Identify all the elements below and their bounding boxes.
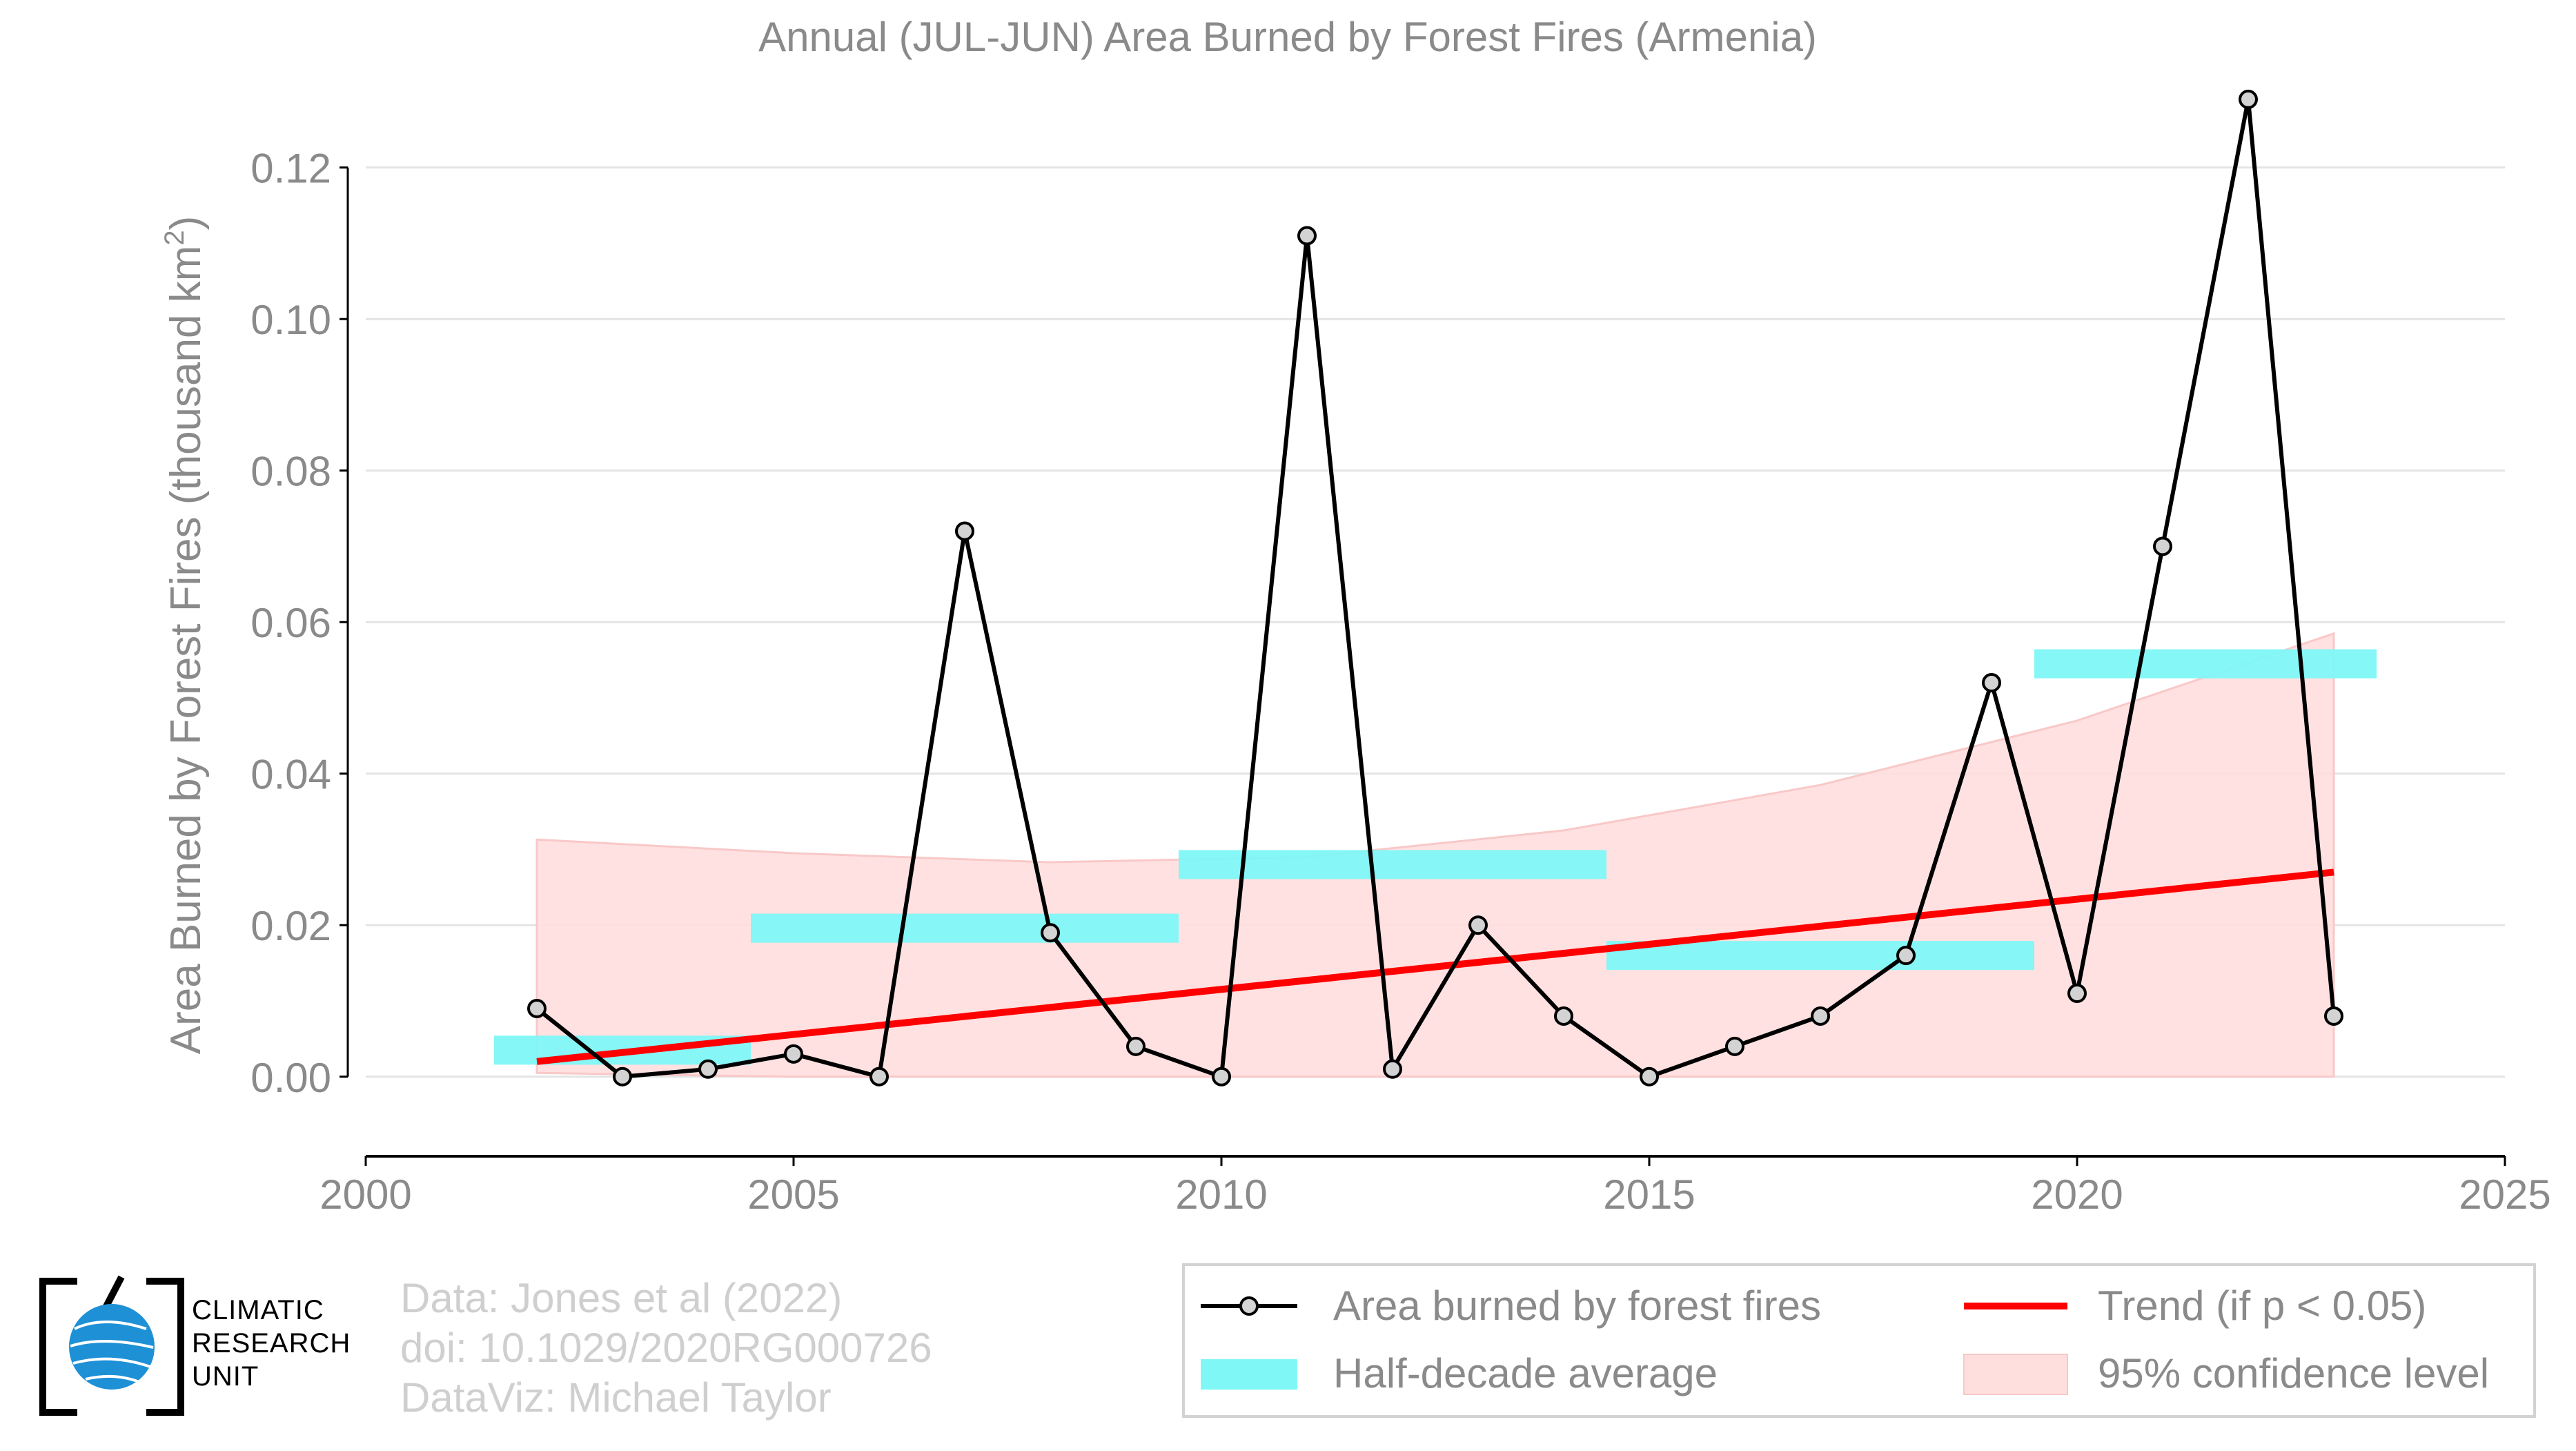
data-point (1640, 1067, 1659, 1087)
data-point (527, 998, 547, 1018)
half-decade-bar (1606, 941, 2034, 971)
y-tick-label: 0.02 (250, 903, 331, 949)
half-decade-bar (2034, 649, 2377, 679)
legend-series-label: Area burned by forest fires (1333, 1283, 1821, 1329)
legend: Area burned by forest fires Half-decade … (1182, 1263, 2536, 1418)
legend-item-half-decade: Half-decade average (1201, 1350, 1718, 1396)
x-tick-label: 2005 (747, 1171, 839, 1218)
trend-line (536, 868, 2334, 1065)
half-decade-bar (751, 913, 1179, 943)
x-tick-label: 2025 (2459, 1171, 2550, 1218)
y-axis-label: Area Burned by Forest Fires (thousand km… (159, 216, 210, 1055)
x-tick-label: 2020 (2031, 1171, 2123, 1218)
credit-dataviz: DataViz: Michael Taylor (400, 1374, 832, 1421)
y-tick-label: 0.06 (250, 600, 331, 646)
trend-layer (536, 868, 2334, 1065)
logo-text-1: CLIMATIC (192, 1295, 324, 1325)
data-point (955, 521, 974, 541)
data-point (1896, 946, 1916, 966)
data-point (2239, 89, 2258, 109)
x-tick-label: 2000 (319, 1171, 411, 1218)
axes: 0.00 0.02 0.04 0.06 0.08 0.10 0.12 2000 2005 2010… (250, 146, 2551, 1218)
data-point (2153, 536, 2172, 556)
data-point (1468, 915, 1488, 935)
data-point (698, 1059, 718, 1079)
logo-bracket-left (39, 1278, 77, 1416)
credit-data: Data: Jones et al (2022) (400, 1275, 843, 1321)
y-tick-label: 0.00 (250, 1055, 331, 1101)
legend-item-confidence: 95% confidence level (1963, 1350, 2489, 1396)
legend-item-trend: Trend (if p < 0.05) (1964, 1283, 2426, 1329)
legend-confidence-label: 95% confidence level (2098, 1350, 2489, 1396)
logo-bracket-right (146, 1278, 184, 1416)
credit-doi: doi: 10.1029/2020RG000726 (400, 1325, 932, 1371)
legend-series-marker (1239, 1296, 1259, 1316)
half-decade-bar (1179, 850, 1606, 879)
data-point (784, 1044, 803, 1064)
legend-trend-label: Trend (if p < 0.05) (2098, 1283, 2426, 1329)
data-point (1041, 923, 1060, 943)
y-tick-label: 0.10 (250, 297, 331, 343)
legend-half-decade-label: Half-decade average (1333, 1350, 1718, 1396)
data-point (613, 1067, 632, 1087)
y-tick-label: 0.08 (250, 449, 331, 495)
globe-icon (69, 1304, 155, 1390)
data-point (1297, 226, 1317, 246)
chart-title: Annual (JUL-JUN) Area Burned by Forest F… (758, 14, 1817, 60)
data-point (1982, 673, 2001, 693)
series-layer (527, 89, 2343, 1087)
legend-frame (1182, 1263, 2536, 1418)
data-point (1725, 1036, 1744, 1056)
series-line (535, 97, 2336, 1079)
x-tick-label: 2010 (1175, 1171, 1267, 1218)
cru-logo (39, 1275, 184, 1416)
legend-item-series: Area burned by forest fires (1201, 1283, 1821, 1329)
data-point (1811, 1006, 1830, 1026)
data-point (1212, 1067, 1231, 1087)
legend-confidence-swatch (1963, 1354, 2068, 1395)
x-tick-label: 2015 (1603, 1171, 1695, 1218)
logo-text-3: UNIT (192, 1361, 259, 1392)
data-point (869, 1067, 889, 1087)
data-point (1126, 1036, 1146, 1056)
data-point (1554, 1006, 1573, 1026)
data-point (2067, 984, 2087, 1004)
legend-half-decade-swatch (1201, 1359, 1297, 1390)
data-point (2324, 1006, 2343, 1026)
data-point (1383, 1059, 1402, 1079)
y-tick-label: 0.12 (250, 146, 331, 192)
logo-text-2: RESEARCH (192, 1328, 351, 1359)
y-tick-label: 0.04 (250, 752, 331, 798)
